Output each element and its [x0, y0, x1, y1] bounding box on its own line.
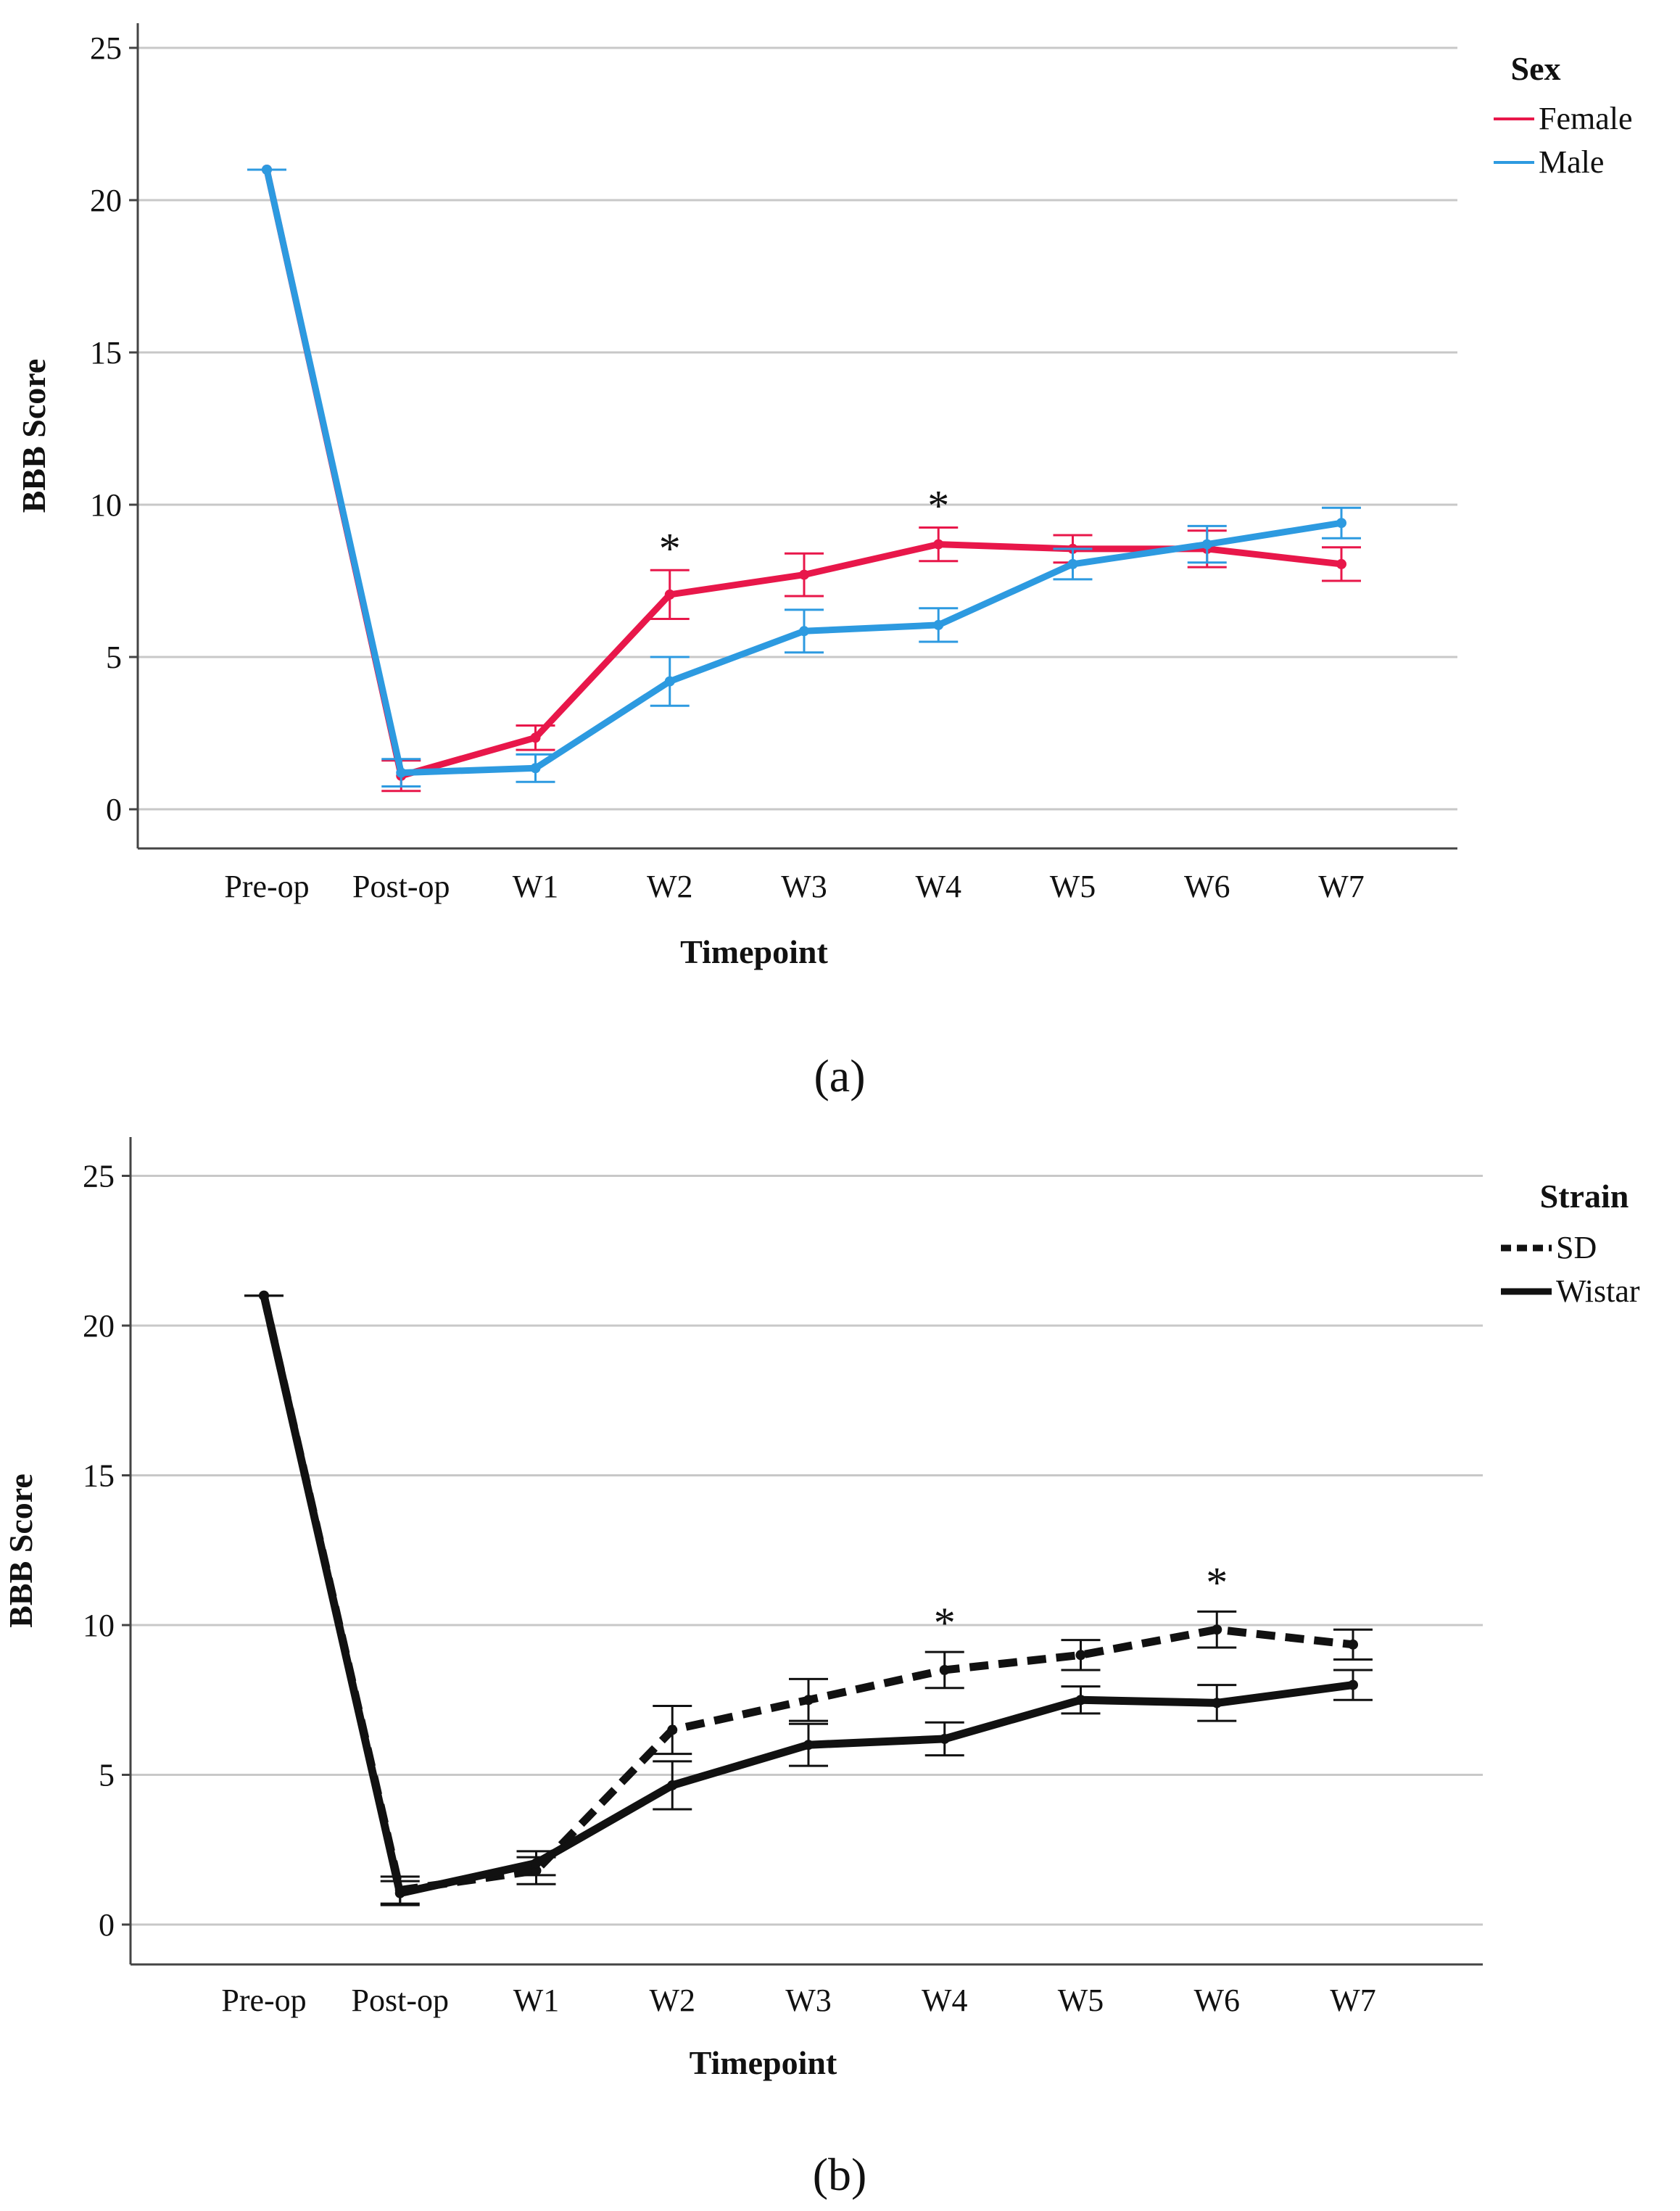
x-tick-label: W5 [1058, 1983, 1104, 2018]
data-point [799, 626, 809, 637]
x-tick-label: Post-op [352, 869, 450, 904]
x-tick-label: W2 [649, 1983, 695, 2018]
data-point [1075, 1695, 1086, 1706]
x-axis-title: Timepoint [690, 2044, 837, 2081]
y-tick-label: 15 [83, 1458, 115, 1494]
x-tick-label: Pre-op [224, 869, 309, 904]
data-point [1212, 1624, 1222, 1635]
data-point [1336, 558, 1346, 569]
y-axis-title: BBB Score [2, 1474, 39, 1628]
legend-label-male: Male [1539, 144, 1604, 180]
x-tick-label: W4 [915, 869, 961, 904]
significance-marker: * [1206, 1558, 1228, 1606]
data-point [1201, 539, 1212, 550]
data-point [939, 1664, 950, 1675]
data-point [531, 1858, 542, 1869]
y-tick-label: 25 [90, 30, 122, 66]
legend: Strain SD Wistar [1501, 1178, 1640, 1309]
data-point [530, 732, 541, 743]
y-tick-label: 10 [83, 1608, 115, 1643]
data-point [933, 539, 944, 550]
y-tick-label: 25 [83, 1159, 115, 1194]
data-point [1075, 1650, 1086, 1661]
x-tick-label: W1 [513, 869, 559, 904]
x-tick-label: Post-op [352, 1983, 449, 2018]
x-tick-label: W5 [1050, 869, 1096, 904]
data-point [1067, 558, 1078, 569]
legend-title: Sex [1511, 50, 1561, 87]
x-axis-title: Timepoint [680, 933, 828, 970]
significance-marker: * [659, 524, 681, 572]
legend-title: Strain [1540, 1178, 1629, 1215]
data-point [259, 1290, 269, 1301]
x-tick-label: W2 [647, 869, 693, 904]
legend-label-sd: SD [1556, 1230, 1597, 1265]
series-female [247, 165, 1361, 793]
data-point [933, 619, 944, 630]
panel-a: 0 5 10 15 20 25 Pre-op Post-op W1 W2 W3 W4 W5 W6 W7 Tim… [15, 23, 1633, 1102]
data-point [799, 569, 809, 580]
panel-b: 0 5 10 15 20 25 Pre-op Post-op W1 W2 W3 W4 W5 W6 W7 Tim… [2, 1137, 1640, 2200]
x-tick-label: W3 [785, 1983, 832, 2018]
x-tick-label: Pre-op [221, 1983, 306, 2018]
x-tick-label: W4 [922, 1983, 968, 2018]
y-tick-label: 20 [83, 1308, 115, 1344]
data-point [664, 589, 675, 600]
data-point [262, 165, 272, 175]
x-tick-label: W6 [1193, 1983, 1240, 2018]
series-line-wistar [260, 1294, 1354, 1898]
y-tick-label: 5 [106, 640, 122, 675]
y-axis-title: BBB Score [15, 359, 52, 513]
legend-label-female: Female [1539, 101, 1633, 136]
series-line-female [263, 169, 1342, 780]
data-point [1336, 518, 1346, 529]
y-tick-label: 5 [99, 1758, 115, 1793]
y-tick-label: 15 [90, 335, 122, 371]
data-point [1348, 1639, 1358, 1650]
panel-caption: (b) [813, 2149, 867, 2200]
series-wistar [244, 1290, 1373, 1906]
y-tick-label: 0 [99, 1907, 115, 1943]
data-point [664, 676, 675, 687]
series-male [247, 165, 1361, 788]
data-point [667, 1724, 678, 1735]
significance-marker: * [934, 1599, 956, 1647]
y-tick-label: 0 [106, 792, 122, 827]
data-point [396, 767, 407, 778]
series-line-sd [260, 1294, 1354, 1895]
data-point [394, 1888, 405, 1898]
significance-marker: * [927, 482, 949, 530]
x-tick-label: W3 [781, 869, 827, 904]
legend: Sex Female Male [1494, 50, 1633, 180]
data-point [530, 763, 541, 774]
data-point [803, 1740, 814, 1751]
legend-label-wistar: Wistar [1556, 1273, 1640, 1309]
data-point [1212, 1698, 1222, 1708]
y-tick-label: 20 [90, 183, 122, 218]
x-tick-label: W7 [1318, 869, 1365, 904]
y-tick-label: 10 [90, 487, 122, 523]
data-point [939, 1733, 950, 1744]
series-sd [244, 1290, 1373, 1905]
data-point [1348, 1679, 1358, 1690]
panel-caption: (a) [814, 1050, 865, 1102]
x-tick-label: W7 [1330, 1983, 1376, 2018]
data-point [667, 1780, 678, 1790]
data-point [803, 1695, 814, 1706]
series-line-male [263, 169, 1342, 777]
x-tick-label: W1 [513, 1983, 560, 2018]
x-tick-label: W6 [1184, 869, 1230, 904]
